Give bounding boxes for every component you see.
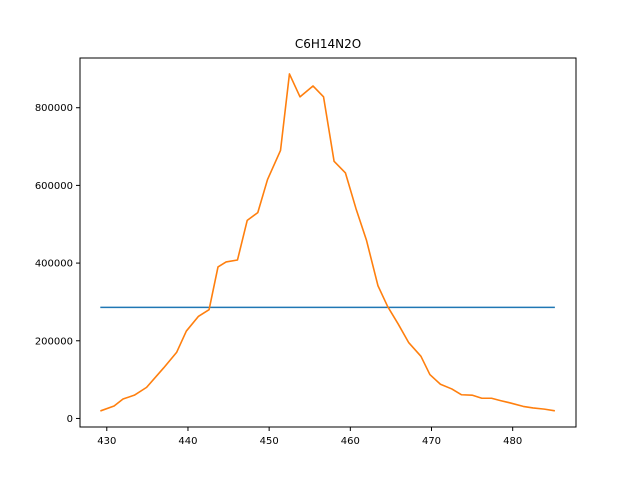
y-tick-label: 600000 [35, 181, 73, 192]
plot-area [100, 73, 555, 412]
y-tick-label: 400000 [35, 259, 73, 270]
y-axis: 0 200000 400000 600000 800000 [35, 103, 80, 425]
x-tick-label: 460 [341, 436, 360, 447]
chart-title: C6H14N2O [295, 37, 361, 51]
y-tick-label: 800000 [35, 103, 73, 114]
x-tick-label: 450 [260, 436, 279, 447]
series-line-1 [100, 73, 555, 412]
x-tick-label: 470 [422, 436, 441, 447]
x-tick-label: 430 [97, 436, 116, 447]
x-tick-label: 440 [178, 436, 197, 447]
x-axis: 430 440 450 460 470 480 [97, 427, 522, 447]
y-tick-label: 0 [67, 414, 73, 425]
x-tick-label: 480 [503, 436, 522, 447]
axes-frame [79, 57, 577, 428]
y-tick-label: 200000 [35, 336, 73, 347]
